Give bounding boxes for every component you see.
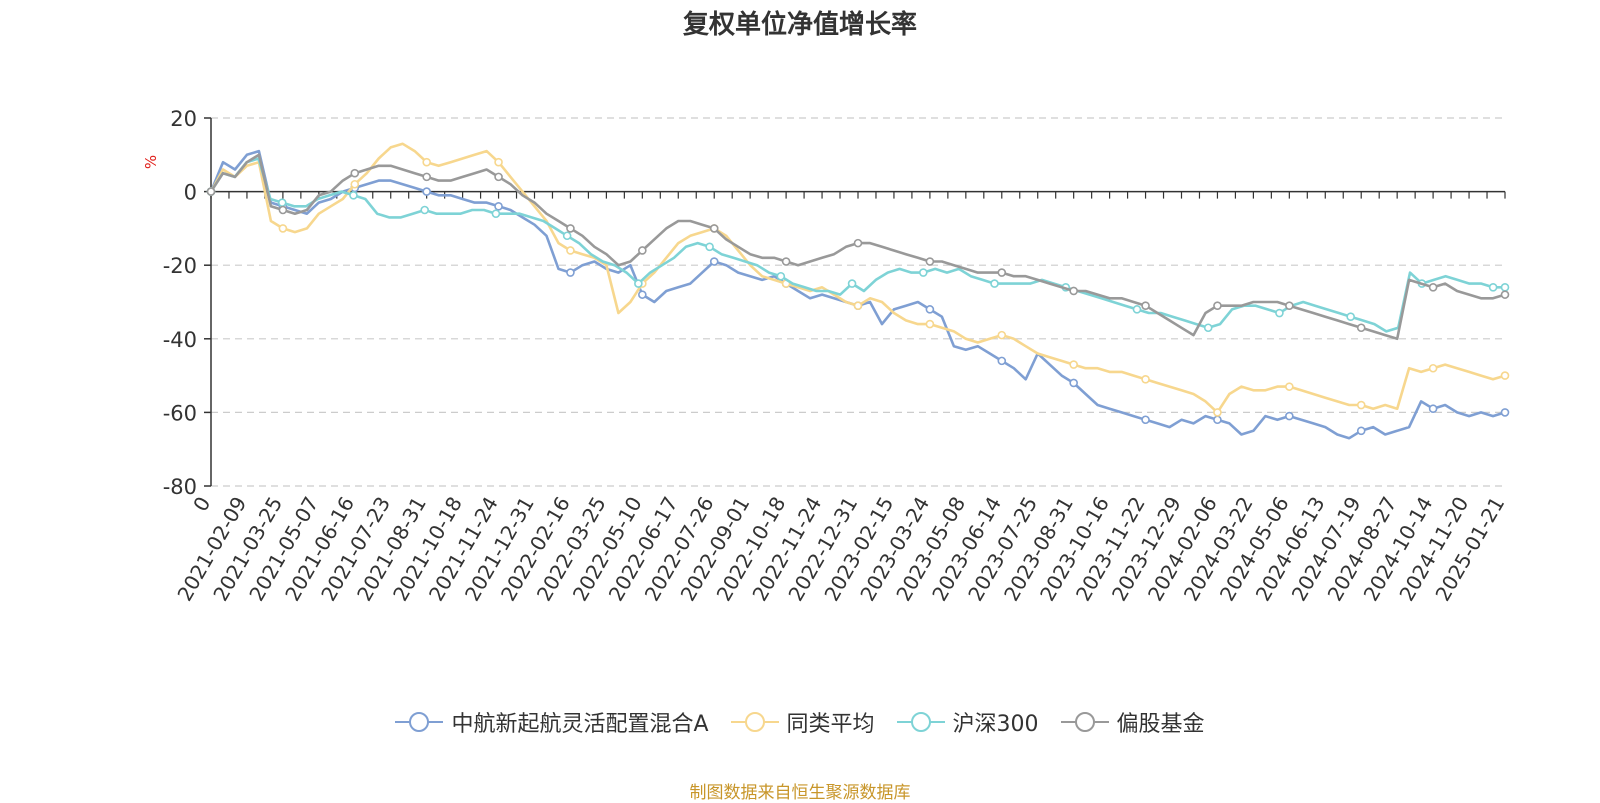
legend-label: 中航新起航灵活配置混合A [451,712,709,737]
series-point [1488,282,1498,292]
y-tick-label: 0 [184,181,197,205]
axes: 200-20-40-60-8002021-02-092021-03-252021… [163,107,1510,605]
series-point [422,157,431,167]
series-point [278,224,288,233]
series-point [1213,408,1222,417]
legend-item[interactable]: 沪深300 [896,706,1039,738]
series-point [566,224,575,233]
series-point [1285,382,1294,391]
series-point [1356,323,1366,333]
series-point [847,279,857,288]
y-tick-label: 20 [170,107,197,131]
series-point [918,268,928,277]
chart-title: 复权单位净值增长率 [682,10,917,40]
series-point [1275,308,1284,318]
series-point [206,187,216,196]
series-point [776,271,786,281]
x-tick-label: 0 [188,493,215,516]
series-point [1500,371,1510,380]
legend-swatch-marker [1074,712,1095,732]
series-point [1428,404,1438,414]
series-point [638,290,647,299]
series-point [1285,301,1294,310]
series-point [278,205,288,215]
data-source-note: 制图数据来自恒生聚源数据库 [689,783,911,803]
series-point [1132,305,1142,314]
series-point [566,268,575,277]
series-point [1428,282,1438,292]
series-point [277,198,287,207]
chart-legend: 中航新起航灵活配置混合A 同类平均 沪深300 偏股基金 [0,706,1600,738]
series-point [420,205,429,215]
series-point [1141,415,1150,425]
series-point [1356,400,1366,410]
series-point [1069,378,1078,388]
series-point [853,238,863,248]
series-point [1213,415,1222,425]
legend-item[interactable]: 同类平均 [730,706,875,738]
legend-swatch-marker [910,712,931,732]
series-point [1500,282,1510,292]
series-point [1346,312,1355,322]
series-point [1285,411,1294,421]
legend-item[interactable]: 中航新起航灵活配置混合A [395,706,709,738]
series-point [634,279,643,288]
y-tick-label: -60 [163,401,197,425]
series-point [705,242,714,252]
series-point [997,330,1007,340]
series-point [1069,360,1078,369]
legend-label: 同类平均 [786,712,875,737]
series-lines [206,142,1510,440]
legend-swatch-icon [896,712,945,732]
series-point [925,257,935,266]
y-tick-label: -40 [163,328,197,352]
series-point [1500,408,1510,417]
series-point [566,246,575,255]
series-point [422,187,431,196]
legend-item[interactable]: 偏股基金 [1060,706,1205,738]
series-point [709,224,719,233]
series-point [853,301,863,310]
series-point [494,172,503,182]
series-point [562,231,572,241]
legend-label: 沪深300 [952,712,1039,737]
legend-swatch-marker [409,712,430,732]
y-tick-label: -80 [163,475,197,499]
series-point [349,190,358,200]
series-point [990,279,999,288]
series-point [494,157,503,167]
legend-swatch-icon [730,712,779,732]
legend-swatch-icon [1060,712,1109,732]
series-point [422,172,431,182]
series-point [491,209,501,218]
series-point [1069,286,1078,296]
series-point [1500,290,1510,299]
series-point [709,257,719,266]
series-point [1141,301,1150,310]
legend-label: 偏股基金 [1116,712,1205,737]
legend-swatch-icon [395,712,444,732]
series-point [925,305,935,314]
series-point [997,356,1007,366]
series-point [494,202,503,211]
legend-swatch-marker [744,712,765,732]
series-point [350,168,360,178]
series-point [1213,301,1222,310]
y-axis-unit-label: % [142,155,160,169]
series-point [1356,426,1366,436]
series-point [781,257,791,266]
series-point [350,179,360,189]
series-point [1428,363,1438,373]
series-point [1141,374,1150,384]
y-tick-label: -20 [163,254,197,278]
series-point [1203,323,1213,333]
series-point [925,319,935,329]
series-point [997,268,1007,277]
series-point [638,246,647,255]
